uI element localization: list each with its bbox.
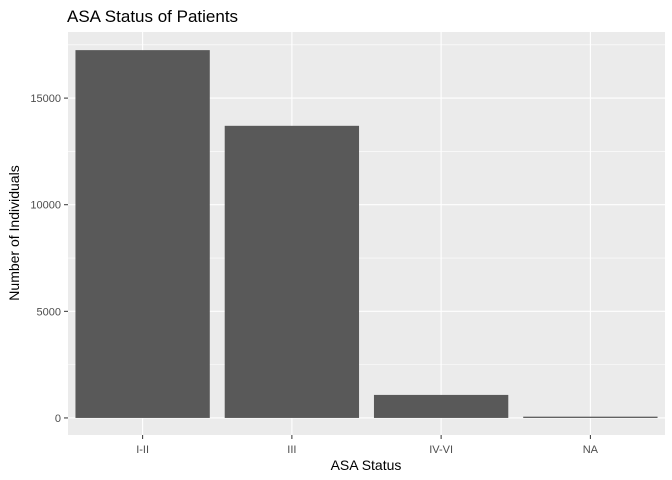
x-axis-ticks: I-II III IV-VI NA — [136, 435, 599, 456]
chart-title: ASA Status of Patients — [67, 7, 238, 26]
y-axis-title: Number of Individuals — [6, 165, 22, 300]
x-tick-label: I-II — [136, 444, 149, 456]
x-tick-label: NA — [583, 444, 599, 456]
bars — [75, 50, 658, 418]
bar — [523, 416, 658, 418]
y-tick-label: 15000 — [30, 93, 61, 105]
y-tick-label: 5000 — [37, 306, 61, 318]
x-axis-title: ASA Status — [331, 457, 402, 473]
x-tick-label: III — [287, 444, 296, 456]
bar — [373, 394, 509, 418]
y-tick-label: 10000 — [30, 200, 61, 212]
bar — [224, 125, 360, 418]
y-tick-label: 0 — [55, 413, 61, 425]
bar — [75, 50, 210, 418]
x-tick-label: IV-VI — [429, 444, 453, 456]
y-axis-ticks: 0 5000 10000 15000 — [30, 93, 68, 425]
